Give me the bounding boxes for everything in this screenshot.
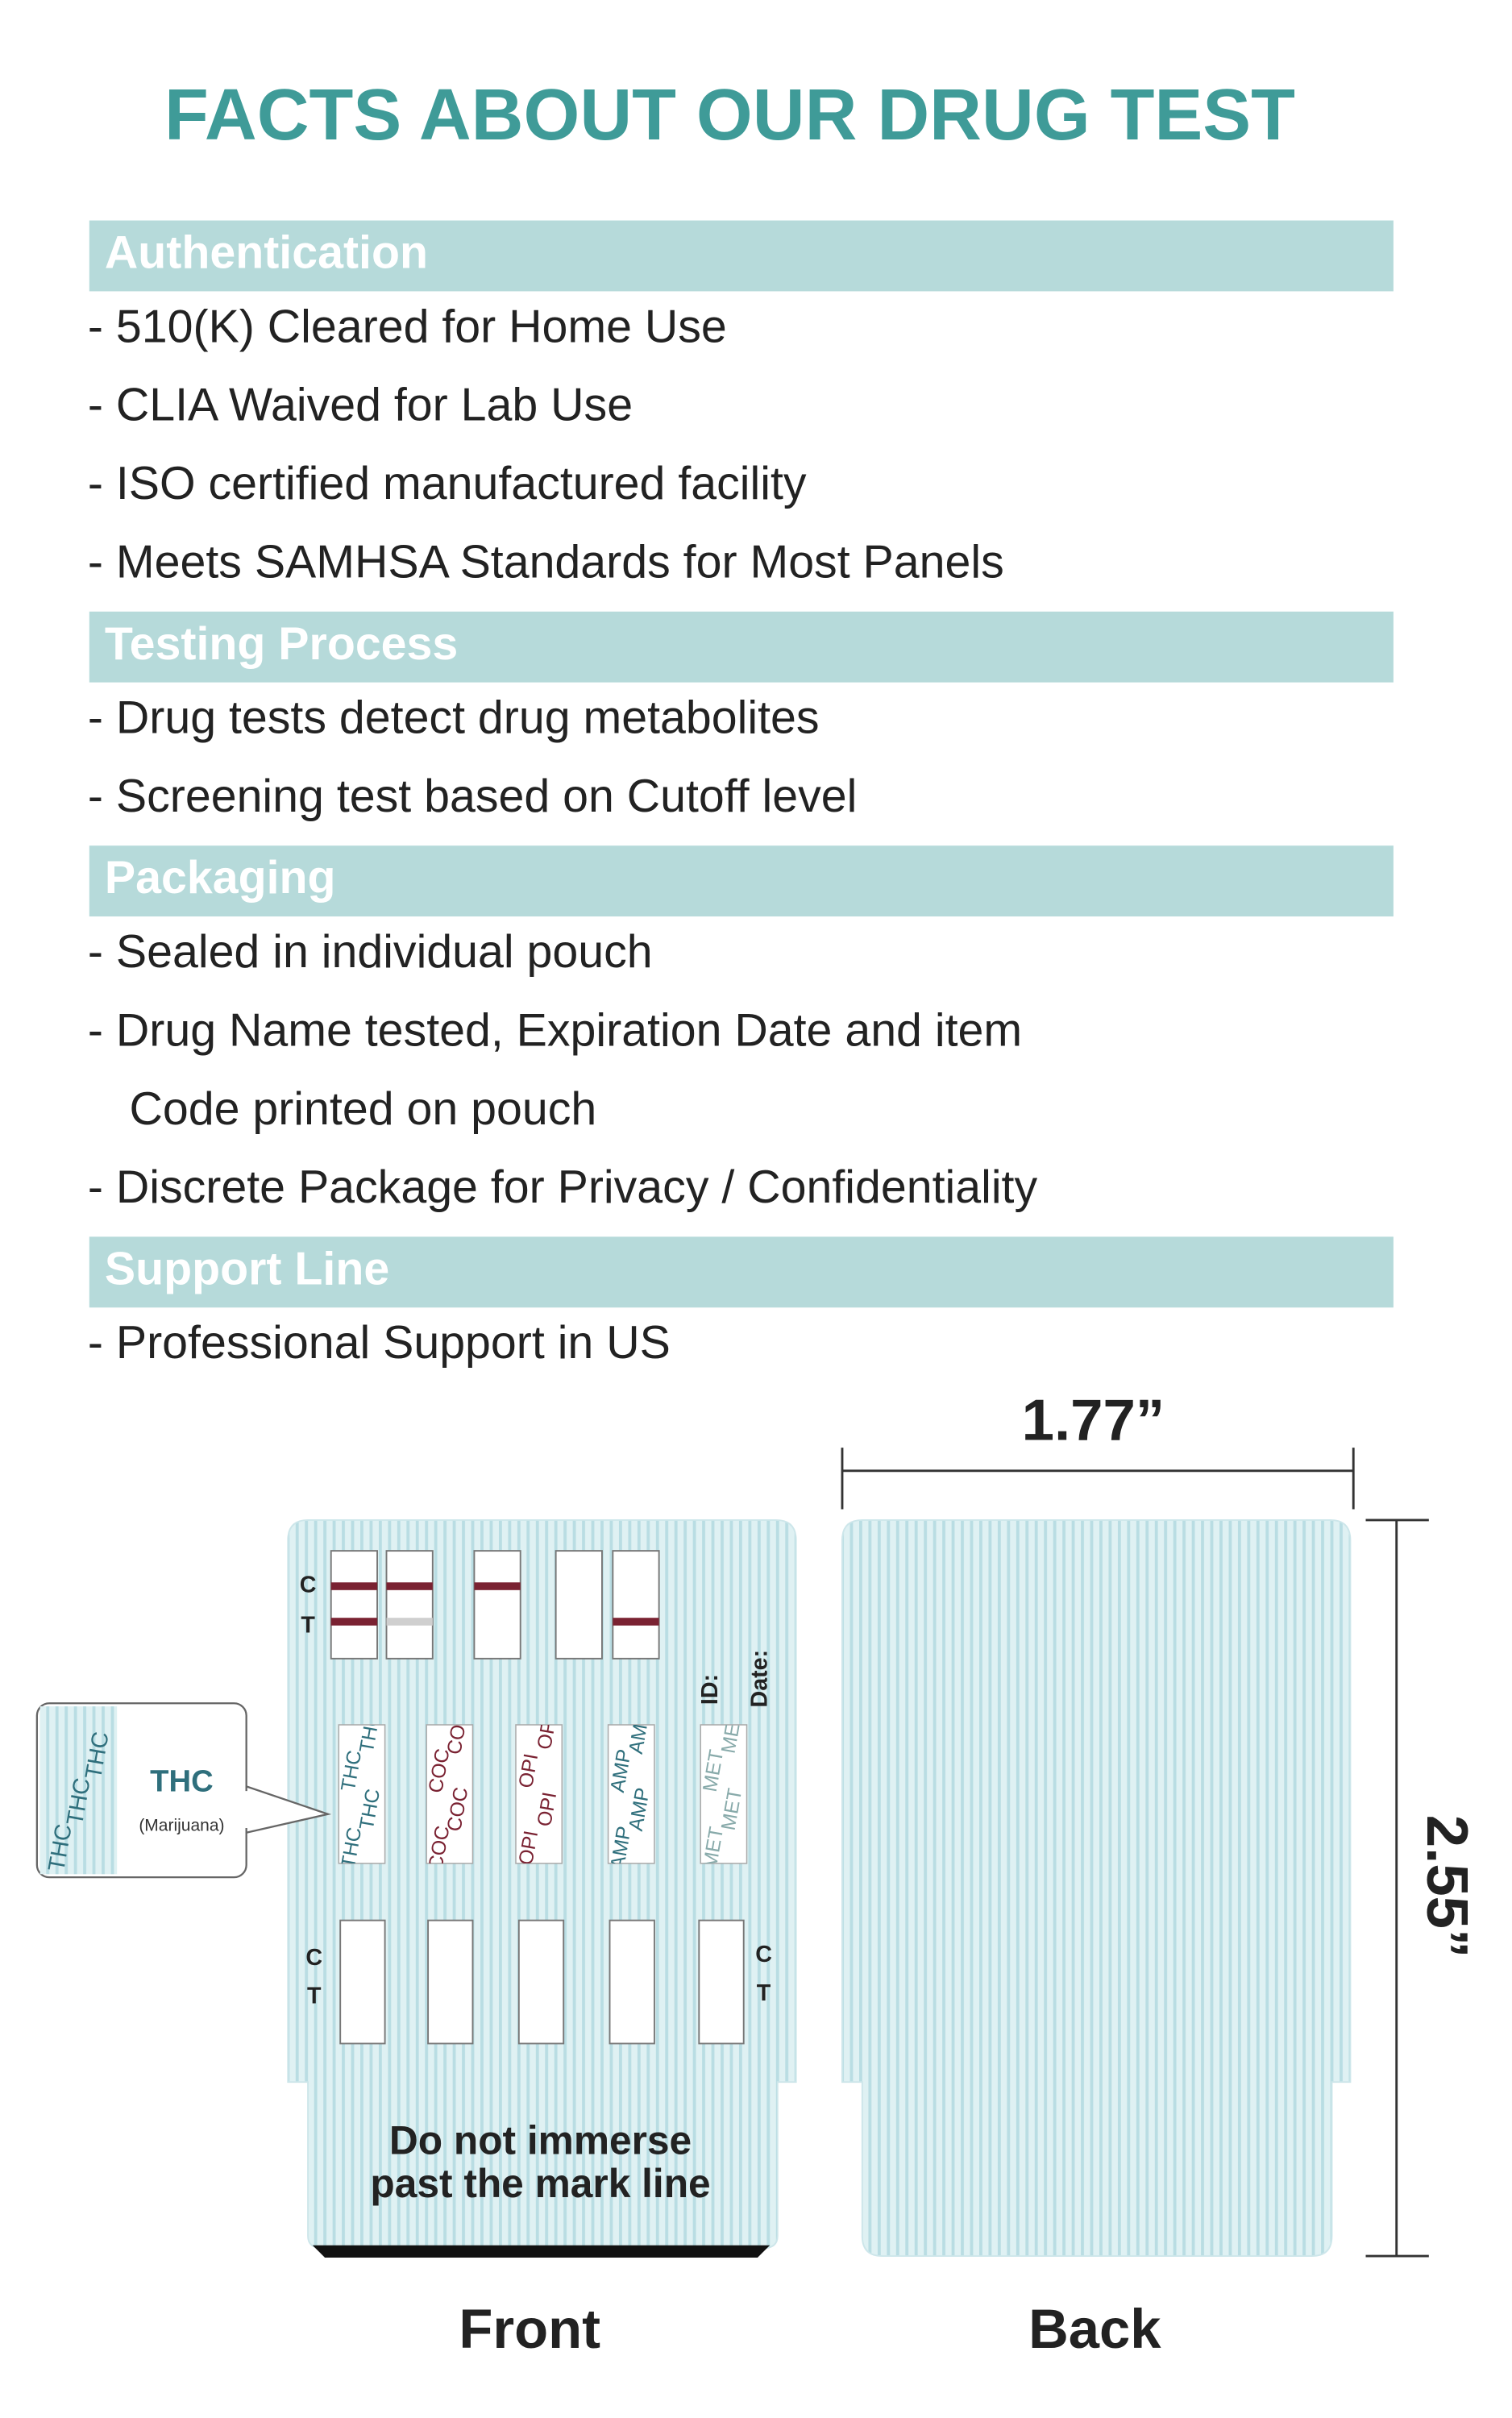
height-label: 2.55” [1414,1815,1480,1959]
result-window [612,1550,660,1660]
result-line [613,1618,659,1626]
section-heading: Testing Process [105,618,458,670]
drug-strip [607,1724,655,1864]
result-line [330,1618,378,1626]
test-label: T [757,1980,771,2006]
section-bar [89,845,1394,917]
section-item: - Meets SAMHSA Standards for Most Panels [88,537,1004,588]
test-label: T [307,1984,322,2009]
strip-name: OPI [515,1829,542,1867]
warning-text: Do not immerse [389,2118,692,2163]
control-label: C [755,1942,772,1967]
drug-strip [426,1724,474,1864]
section-bar [89,1236,1394,1308]
result-window [473,1550,521,1660]
section-item: - Professional Support in US [88,1317,671,1369]
title: FACTS ABOUT OUR DRUG TEST [164,75,1295,156]
test-label: T [301,1612,315,1638]
control-label: C [300,1573,317,1598]
section-item: - Discrete Package for Privacy / Confide… [88,1161,1038,1213]
section-item: - ISO certified manufactured facility [88,458,807,509]
section-heading: Support Line [105,1243,389,1294]
warning-text: past the mark line [370,2161,710,2206]
sections: Authentication - 510(K) Cleared for Home … [88,220,1394,1369]
section-item: - Drug Name tested, Expiration Date and … [88,1004,1022,1056]
back-card [841,1519,1352,2258]
bottom-window [517,1919,565,2045]
front-details: CTTHCTHCTHCTHCCOCCOCCOCCOCOPIOPIOPIOPIAM… [300,1550,772,2206]
section-item: - 510(K) Cleared for Home Use [88,301,727,352]
front-label: Front [459,2298,600,2360]
bottom-window [609,1919,655,2045]
section-heading: Packaging [105,852,336,904]
result-window [385,1550,434,1660]
width-label: 1.77” [1022,1388,1165,1453]
bottom-window [339,1919,386,2045]
mark-line [312,2245,771,2258]
drug-strip [338,1724,386,1864]
bottom-window [427,1919,474,2045]
date-label: Date: [746,1650,772,1708]
section-item: - Sealed in individual pouch [88,926,653,978]
section-item: - CLIA Waived for Lab Use [88,380,633,431]
drug-strip [700,1724,748,1864]
result-line [386,1618,433,1626]
drug-strip [515,1724,563,1864]
section-item: - Drug tests detect drug metabolites [88,692,820,744]
result-window [555,1550,603,1660]
back-label: Back [1028,2298,1161,2360]
result-line [474,1582,521,1590]
callout-name: THC [150,1764,213,1799]
section-bar [89,611,1394,683]
dimensions [841,1448,1429,2258]
result-window [330,1550,378,1660]
callout-note: (Marijuana) [139,1817,224,1835]
section-item: Code printed on pouch [129,1083,596,1135]
section-item: - Screening test based on Cutoff level [88,771,857,822]
section-bar [89,220,1394,292]
control-label: C [305,1945,322,1971]
callout [35,1702,332,1879]
result-line [386,1582,433,1590]
id-label: ID: [697,1674,723,1705]
section-heading: Authentication [105,227,428,279]
result-line [330,1582,378,1590]
bottom-window [698,1919,745,2045]
